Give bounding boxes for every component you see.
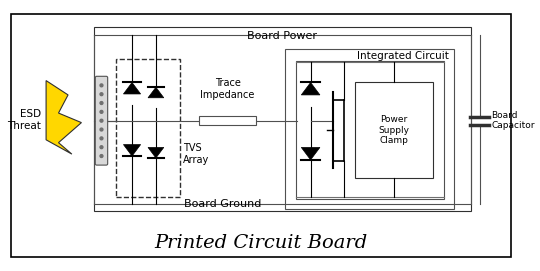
Bar [116,59,180,197]
Bar [355,82,433,178]
FancyBboxPatch shape [95,76,107,165]
Polygon shape [46,80,82,154]
Polygon shape [124,82,140,94]
Circle shape [100,137,103,140]
Text: Board
Capacitor: Board Capacitor [491,111,535,130]
Circle shape [100,93,103,96]
Text: Integrated Circuit: Integrated Circuit [357,51,449,61]
Text: Printed Circuit Board: Printed Circuit Board [154,234,368,253]
Circle shape [100,146,103,149]
Text: Power
Supply
Clamp: Power Supply Clamp [378,115,409,145]
Text: TVS
Array: TVS Array [183,143,209,165]
Text: Board Ground: Board Ground [184,199,261,209]
Circle shape [100,110,103,113]
Polygon shape [301,82,320,95]
Circle shape [100,84,103,87]
Text: Trace
Impedance: Trace Impedance [200,78,255,100]
Polygon shape [148,147,164,158]
Polygon shape [124,144,140,156]
Circle shape [100,128,103,131]
Circle shape [100,154,103,157]
Bar [296,60,444,199]
Bar [94,27,471,211]
Bar [199,116,256,125]
Text: Board Power: Board Power [247,31,318,41]
Circle shape [100,119,103,122]
Bar [285,49,454,209]
Polygon shape [148,87,164,98]
Circle shape [100,102,103,104]
Polygon shape [301,147,320,160]
Text: ESD
Threat: ESD Threat [8,109,42,131]
